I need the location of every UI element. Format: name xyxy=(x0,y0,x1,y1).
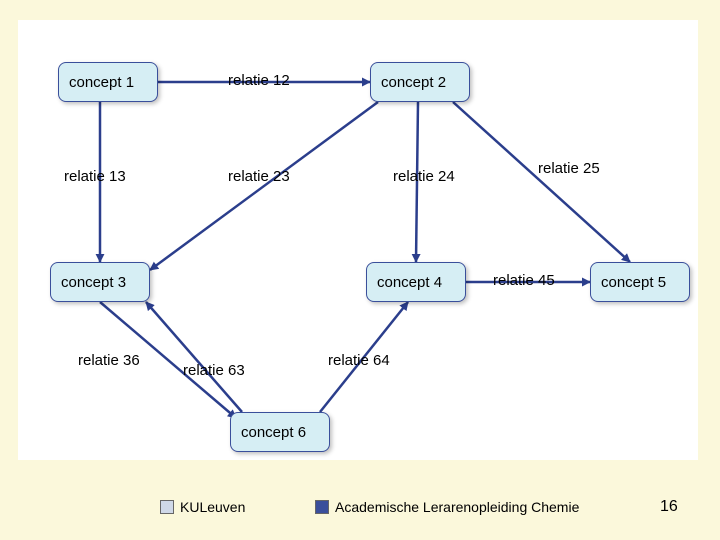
node-label: concept 1 xyxy=(69,74,134,91)
node-label: concept 3 xyxy=(61,274,126,291)
edge-label-c2-c3: relatie 23 xyxy=(228,168,290,185)
footer-item-1: Academische Lerarenopleiding Chemie xyxy=(315,499,579,515)
edge-label-c4-c5: relatie 45 xyxy=(493,272,555,289)
footer-label: Academische Lerarenopleiding Chemie xyxy=(335,499,579,515)
edge-label-c3-c6: relatie 36 xyxy=(78,352,140,369)
edge-label-c2-c5: relatie 25 xyxy=(538,160,600,177)
edge-c2-c5 xyxy=(453,102,630,262)
node-label: concept 5 xyxy=(601,274,666,291)
footer-item-0: KULeuven xyxy=(160,499,245,515)
edge-c6-c3 xyxy=(146,302,242,412)
edge-label-c1-c2: relatie 12 xyxy=(228,72,290,89)
slide-page: relatie 12 relatie 13 relatie 23 relatie 24… xyxy=(0,0,720,540)
node-c3: concept 3 xyxy=(50,262,150,302)
edge-c2-c3 xyxy=(150,102,378,270)
edge-label-c6-c3: relatie 63 xyxy=(183,362,245,379)
footer: KULeuven Academische Lerarenopleiding Che… xyxy=(0,495,720,519)
node-label: concept 4 xyxy=(377,274,442,291)
diagram-area: relatie 12 relatie 13 relatie 23 relatie 24… xyxy=(18,20,698,460)
node-label: concept 6 xyxy=(241,424,306,441)
edge-label-c2-c4: relatie 24 xyxy=(393,168,455,185)
node-c1: concept 1 xyxy=(58,62,158,102)
footer-label: KULeuven xyxy=(180,499,245,515)
node-c2: concept 2 xyxy=(370,62,470,102)
edge-label-c6-c4: relatie 64 xyxy=(328,352,390,369)
edge-label-c1-c3: relatie 13 xyxy=(64,168,126,185)
page-number: 16 xyxy=(660,498,678,516)
node-c5: concept 5 xyxy=(590,262,690,302)
footer-logo-icon xyxy=(315,500,329,514)
node-label: concept 2 xyxy=(381,74,446,91)
node-c6: concept 6 xyxy=(230,412,330,452)
node-c4: concept 4 xyxy=(366,262,466,302)
footer-logo-icon xyxy=(160,500,174,514)
